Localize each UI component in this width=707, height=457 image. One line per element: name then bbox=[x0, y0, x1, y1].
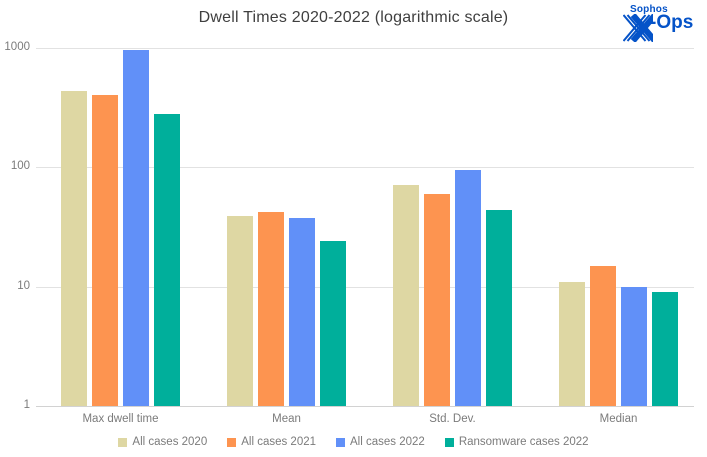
sophos-x-ops-logo: Sophos -Ops bbox=[623, 4, 695, 48]
legend-item-ransomware-cases-2022: Ransomware cases 2022 bbox=[444, 436, 589, 448]
bar-all-cases-2022-std-dev- bbox=[455, 170, 481, 406]
x-axis-label-mean: Mean bbox=[272, 413, 301, 425]
legend-swatch-icon bbox=[118, 437, 128, 447]
bar-all-cases-2022-median bbox=[621, 286, 647, 406]
legend-label: All cases 2020 bbox=[132, 436, 208, 448]
legend-label: All cases 2021 bbox=[241, 436, 317, 448]
bar-ransomware-cases-2022-std-dev- bbox=[486, 209, 512, 406]
x-axis-label-std-dev-: Std. Dev. bbox=[429, 413, 476, 425]
gridline-y-100 bbox=[36, 167, 694, 169]
bar-all-cases-2020-max-dwell-time bbox=[61, 90, 87, 406]
legend-item-all-cases-2020: All cases 2020 bbox=[118, 436, 207, 448]
legend-label: All cases 2022 bbox=[350, 436, 425, 448]
y-axis-tick-100: 100 bbox=[10, 160, 30, 173]
bar-all-cases-2022-max-dwell-time bbox=[123, 50, 149, 406]
bar-all-cases-2021-max-dwell-time bbox=[92, 94, 118, 406]
legend-label: Ransomware cases 2022 bbox=[458, 436, 589, 448]
legend-swatch-icon bbox=[336, 437, 346, 447]
x-ops-suffix-text: -Ops bbox=[650, 12, 694, 33]
bar-all-cases-2020-median bbox=[559, 281, 585, 406]
bar-ransomware-cases-2022-mean bbox=[320, 241, 346, 406]
gridline-y-1 bbox=[36, 406, 694, 407]
chart-title: Dwell Times 2020-2022 (logarithmic scale… bbox=[198, 9, 509, 26]
y-axis-tick-1000: 1000 bbox=[4, 41, 30, 54]
legend-item-all-cases-2022: All cases 2022 bbox=[336, 436, 425, 448]
x-ops-x-icon bbox=[623, 14, 653, 42]
bar-all-cases-2021-std-dev- bbox=[424, 193, 450, 406]
legend-swatch-icon bbox=[227, 437, 237, 447]
legend-item-all-cases-2021: All cases 2021 bbox=[227, 436, 316, 448]
bar-all-cases-2021-mean bbox=[258, 212, 284, 406]
bar-all-cases-2020-std-dev- bbox=[393, 185, 419, 406]
sophos-brand-text: Sophos bbox=[630, 4, 668, 15]
gridline-y-10 bbox=[36, 286, 694, 288]
x-axis-label-median: Median bbox=[599, 413, 638, 425]
y-axis-tick-10: 10 bbox=[17, 279, 30, 292]
gridline-y-1000 bbox=[36, 48, 694, 50]
bar-ransomware-cases-2022-median bbox=[652, 292, 678, 406]
x-axis-label-max-dwell-time: Max dwell time bbox=[82, 413, 159, 425]
bar-all-cases-2020-mean bbox=[227, 216, 253, 406]
bar-all-cases-2022-mean bbox=[289, 217, 315, 406]
y-axis-tick-1: 1 bbox=[23, 399, 30, 411]
bar-ransomware-cases-2022-max-dwell-time bbox=[154, 113, 180, 406]
legend-swatch-icon bbox=[444, 437, 454, 447]
legend: All cases 2020 All cases 2021 All cases 20… bbox=[0, 436, 707, 448]
bar-all-cases-2021-median bbox=[590, 265, 616, 406]
